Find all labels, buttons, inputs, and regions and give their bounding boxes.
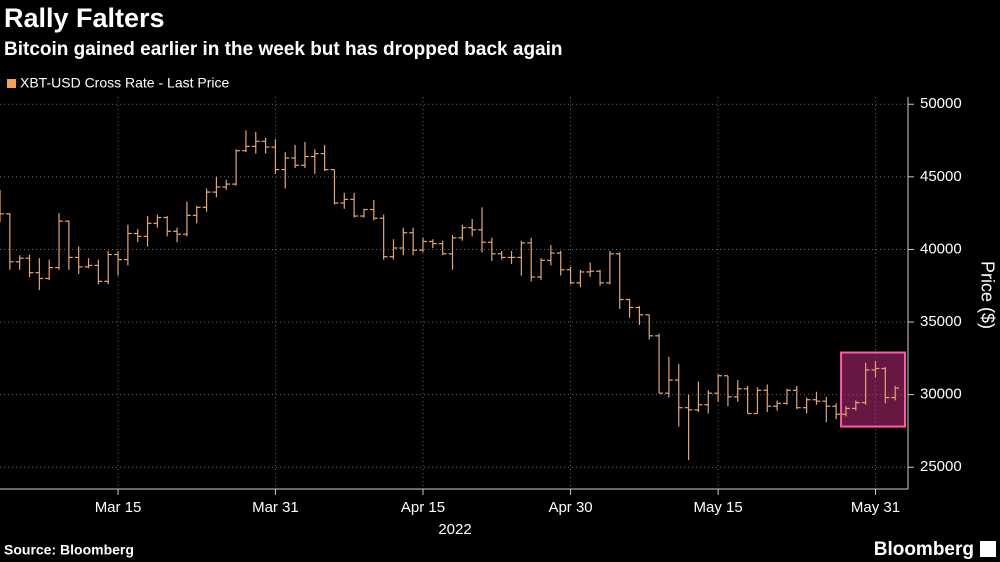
x-tick-label: Mar 15: [95, 499, 142, 516]
y-axis-label: Price ($): [977, 261, 997, 329]
y-tick-label: 40000: [920, 240, 962, 257]
x-axis-sublabel: 2022: [438, 521, 471, 538]
y-tick-label: 30000: [920, 386, 962, 403]
highlight-box: [840, 351, 906, 428]
x-tick-label: Mar 31: [252, 499, 299, 516]
chart-title: Rally Falters: [4, 3, 165, 33]
y-tick-label: 45000: [920, 168, 962, 185]
y-tick-label: 50000: [920, 95, 962, 112]
x-tick-label: Apr 30: [548, 499, 592, 516]
logo: Bloomberg: [874, 539, 974, 560]
source: Source: Bloomberg: [4, 542, 134, 558]
legend-label: XBT-USD Cross Rate - Last Price: [20, 75, 229, 91]
plot-area: 25000 30000 35000 40000 45000 50000 Mar 15 Mar …: [0, 95, 962, 516]
chart-subtitle: Bitcoin gained earlier in the week but h…: [4, 39, 563, 60]
x-tick-label: May 15: [693, 499, 742, 516]
y-tick-label: 25000: [920, 458, 962, 475]
y-tick-label: 35000: [920, 313, 962, 330]
x-tick-label: Apr 15: [401, 499, 445, 516]
logo-icon: [980, 541, 996, 557]
legend-swatch: [7, 79, 16, 88]
x-tick-label: May 31: [851, 499, 900, 516]
